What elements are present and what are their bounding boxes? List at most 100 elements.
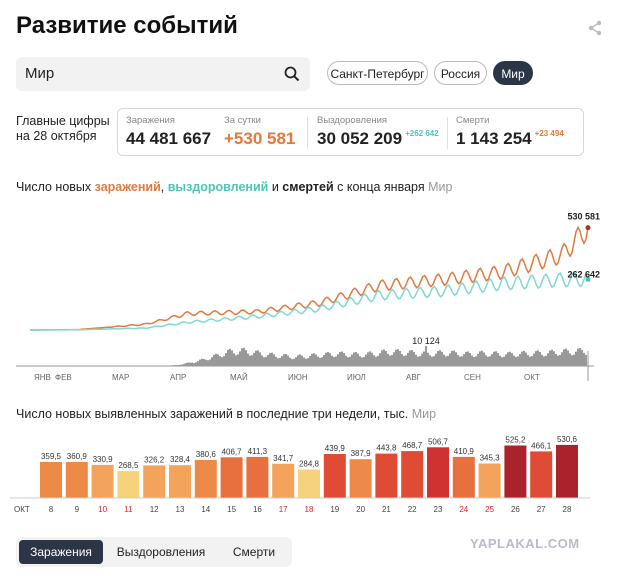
bar-9	[65, 461, 88, 498]
bar-22	[401, 451, 424, 498]
bar-value-label: 360,9	[67, 452, 88, 461]
chart1-title: Число новых заражений, выздоровлений и с…	[16, 180, 452, 194]
deaths-peak-label: 10 124	[412, 336, 440, 346]
chart1-title-part: Число новых	[16, 180, 95, 194]
tab-recoveries[interactable]: Выздоровления	[116, 545, 206, 559]
chart2-title-text: Число новых выявленных заражений в после…	[16, 407, 409, 421]
stat-infections: Заражения 44 481 667	[126, 115, 211, 149]
stat-label: Выздоровления	[317, 115, 388, 126]
x-tick-label: 8	[49, 505, 54, 514]
tab-infections[interactable]: Заражения	[19, 540, 103, 564]
search-box[interactable]: Мир	[16, 57, 310, 91]
chart2-region[interactable]: Мир	[411, 407, 437, 421]
bar-value-label: 284,8	[299, 460, 320, 469]
bar-value-label: 326,2	[144, 455, 165, 464]
bar-20	[349, 459, 372, 498]
x-tick-label: 16	[253, 505, 262, 514]
bar-value-label: 387,9	[351, 449, 372, 458]
stat-value: +530 581	[224, 129, 296, 148]
bar-value-label: 530,6	[557, 435, 578, 444]
chart2-title: Число новых выявленных заражений в после…	[16, 407, 436, 421]
x-tick-label: 21	[382, 505, 391, 514]
search-input[interactable]: Мир	[25, 65, 55, 82]
x-tick-label: АПР	[170, 373, 186, 382]
stat-recoveries: Выздоровления 30 052 209 +262 642	[317, 115, 439, 149]
x-tick-label: 15	[227, 505, 236, 514]
stat-value: 1 143 254	[456, 129, 532, 148]
chart1-title-recoveries: выздоровлений	[167, 180, 269, 194]
x-tick-label: ЯНВ	[34, 373, 51, 382]
bar-23	[427, 447, 449, 498]
daily-cases-line-chart: 530 581 262 642 10 124 ЯНВ ФЕВ МАР АПР МАЙ ИЮН ИЮ…	[16, 212, 600, 382]
stats-box: Заражения 44 481 667 За сутки +530 581 В…	[117, 108, 584, 156]
page-title: Развитие событий	[16, 12, 238, 39]
bar-16	[246, 456, 269, 498]
region-russia-button[interactable]: Россия	[434, 61, 487, 85]
watermark: YAPLAKAL.COM	[470, 536, 580, 551]
main-figures-label: Главные цифры на 28 октября	[16, 114, 110, 143]
x-tick-label: 14	[201, 505, 210, 514]
bar-value-label: 330,9	[93, 455, 114, 464]
divider	[447, 117, 448, 149]
tab-deaths[interactable]: Смерти	[232, 545, 276, 559]
stat-daily: За сутки +530 581	[224, 115, 295, 149]
stat-value-row: 1 143 254 +23 494	[456, 129, 564, 149]
bar-value-label: 506,7	[428, 437, 449, 446]
stat-delta: +23 494	[534, 129, 564, 138]
bar-19	[323, 454, 346, 498]
series-line-infections	[30, 225, 589, 331]
bar-value-label: 345,3	[480, 454, 501, 463]
stat-value: 44 481 667	[126, 129, 212, 148]
bar-value-label: 525,2	[505, 436, 526, 445]
x-tick-label: 27	[537, 505, 546, 514]
x-tick-label: 19	[330, 505, 339, 514]
stat-value: 30 052 209	[317, 129, 403, 148]
x-tick-label: 20	[356, 505, 365, 514]
stat-label: Смерти	[456, 115, 490, 126]
chart1-region[interactable]: Мир	[428, 180, 453, 194]
bar-value-label: 466,1	[531, 441, 552, 450]
chart1-title-infections: заражений	[94, 180, 161, 194]
x-tick-label: СЕН	[464, 373, 481, 382]
series-endpoint	[585, 225, 591, 231]
bar-25	[478, 463, 501, 498]
bar-26	[504, 445, 527, 498]
bar-value-label: 443,8	[376, 444, 397, 453]
bar-11	[117, 471, 140, 498]
x-tick-label: 17	[279, 505, 288, 514]
x-tick-label: ИЮН	[288, 373, 308, 382]
bar-value-label: 410,9	[454, 447, 475, 456]
bar-24	[452, 456, 475, 498]
bar-12	[143, 465, 166, 498]
series-line-recoveries	[30, 271, 589, 331]
search-icon[interactable]	[284, 66, 300, 82]
bar-value-label: 411,3	[248, 447, 268, 456]
bar-15	[220, 457, 243, 498]
end-label-infections: 530 581	[567, 212, 600, 222]
bar-value-label: 439,9	[325, 444, 346, 453]
share-icon[interactable]	[587, 20, 603, 36]
chart1-title-part: и	[268, 180, 283, 194]
x-tick-label: МАР	[112, 373, 129, 382]
x-tick-label: 12	[150, 505, 159, 514]
bar-value-label: 468,7	[402, 441, 423, 450]
bar-21	[375, 453, 398, 498]
x-tick-label: 23	[434, 505, 443, 514]
stat-label: Заражения	[126, 115, 175, 126]
bar-value-label: 380,6	[196, 450, 217, 459]
three-weeks-bar-chart: ОКТ 359,5 8 360,9 9 330,9 10 268,5 11 326,2 12 328,…	[10, 435, 590, 514]
stat-label: За сутки	[224, 115, 261, 126]
bar-value-label: 406,7	[222, 447, 243, 456]
x-tick-label: 28	[563, 505, 572, 514]
bar-value-label: 341,7	[273, 454, 294, 463]
x-tick-label: ФЕВ	[55, 373, 72, 382]
x-tick-label: АВГ	[406, 373, 422, 382]
region-world-button[interactable]: Мир	[493, 61, 533, 85]
region-spb-button[interactable]: Санкт-Петербург	[327, 61, 428, 85]
divider	[307, 117, 308, 149]
x-tick-label: 10	[98, 505, 107, 514]
x-tick-label: 9	[75, 505, 80, 514]
end-label-recoveries: 262 642	[567, 269, 600, 279]
x-tick-label: ОКТ	[524, 373, 540, 382]
stat-delta: +262 642	[405, 129, 439, 138]
